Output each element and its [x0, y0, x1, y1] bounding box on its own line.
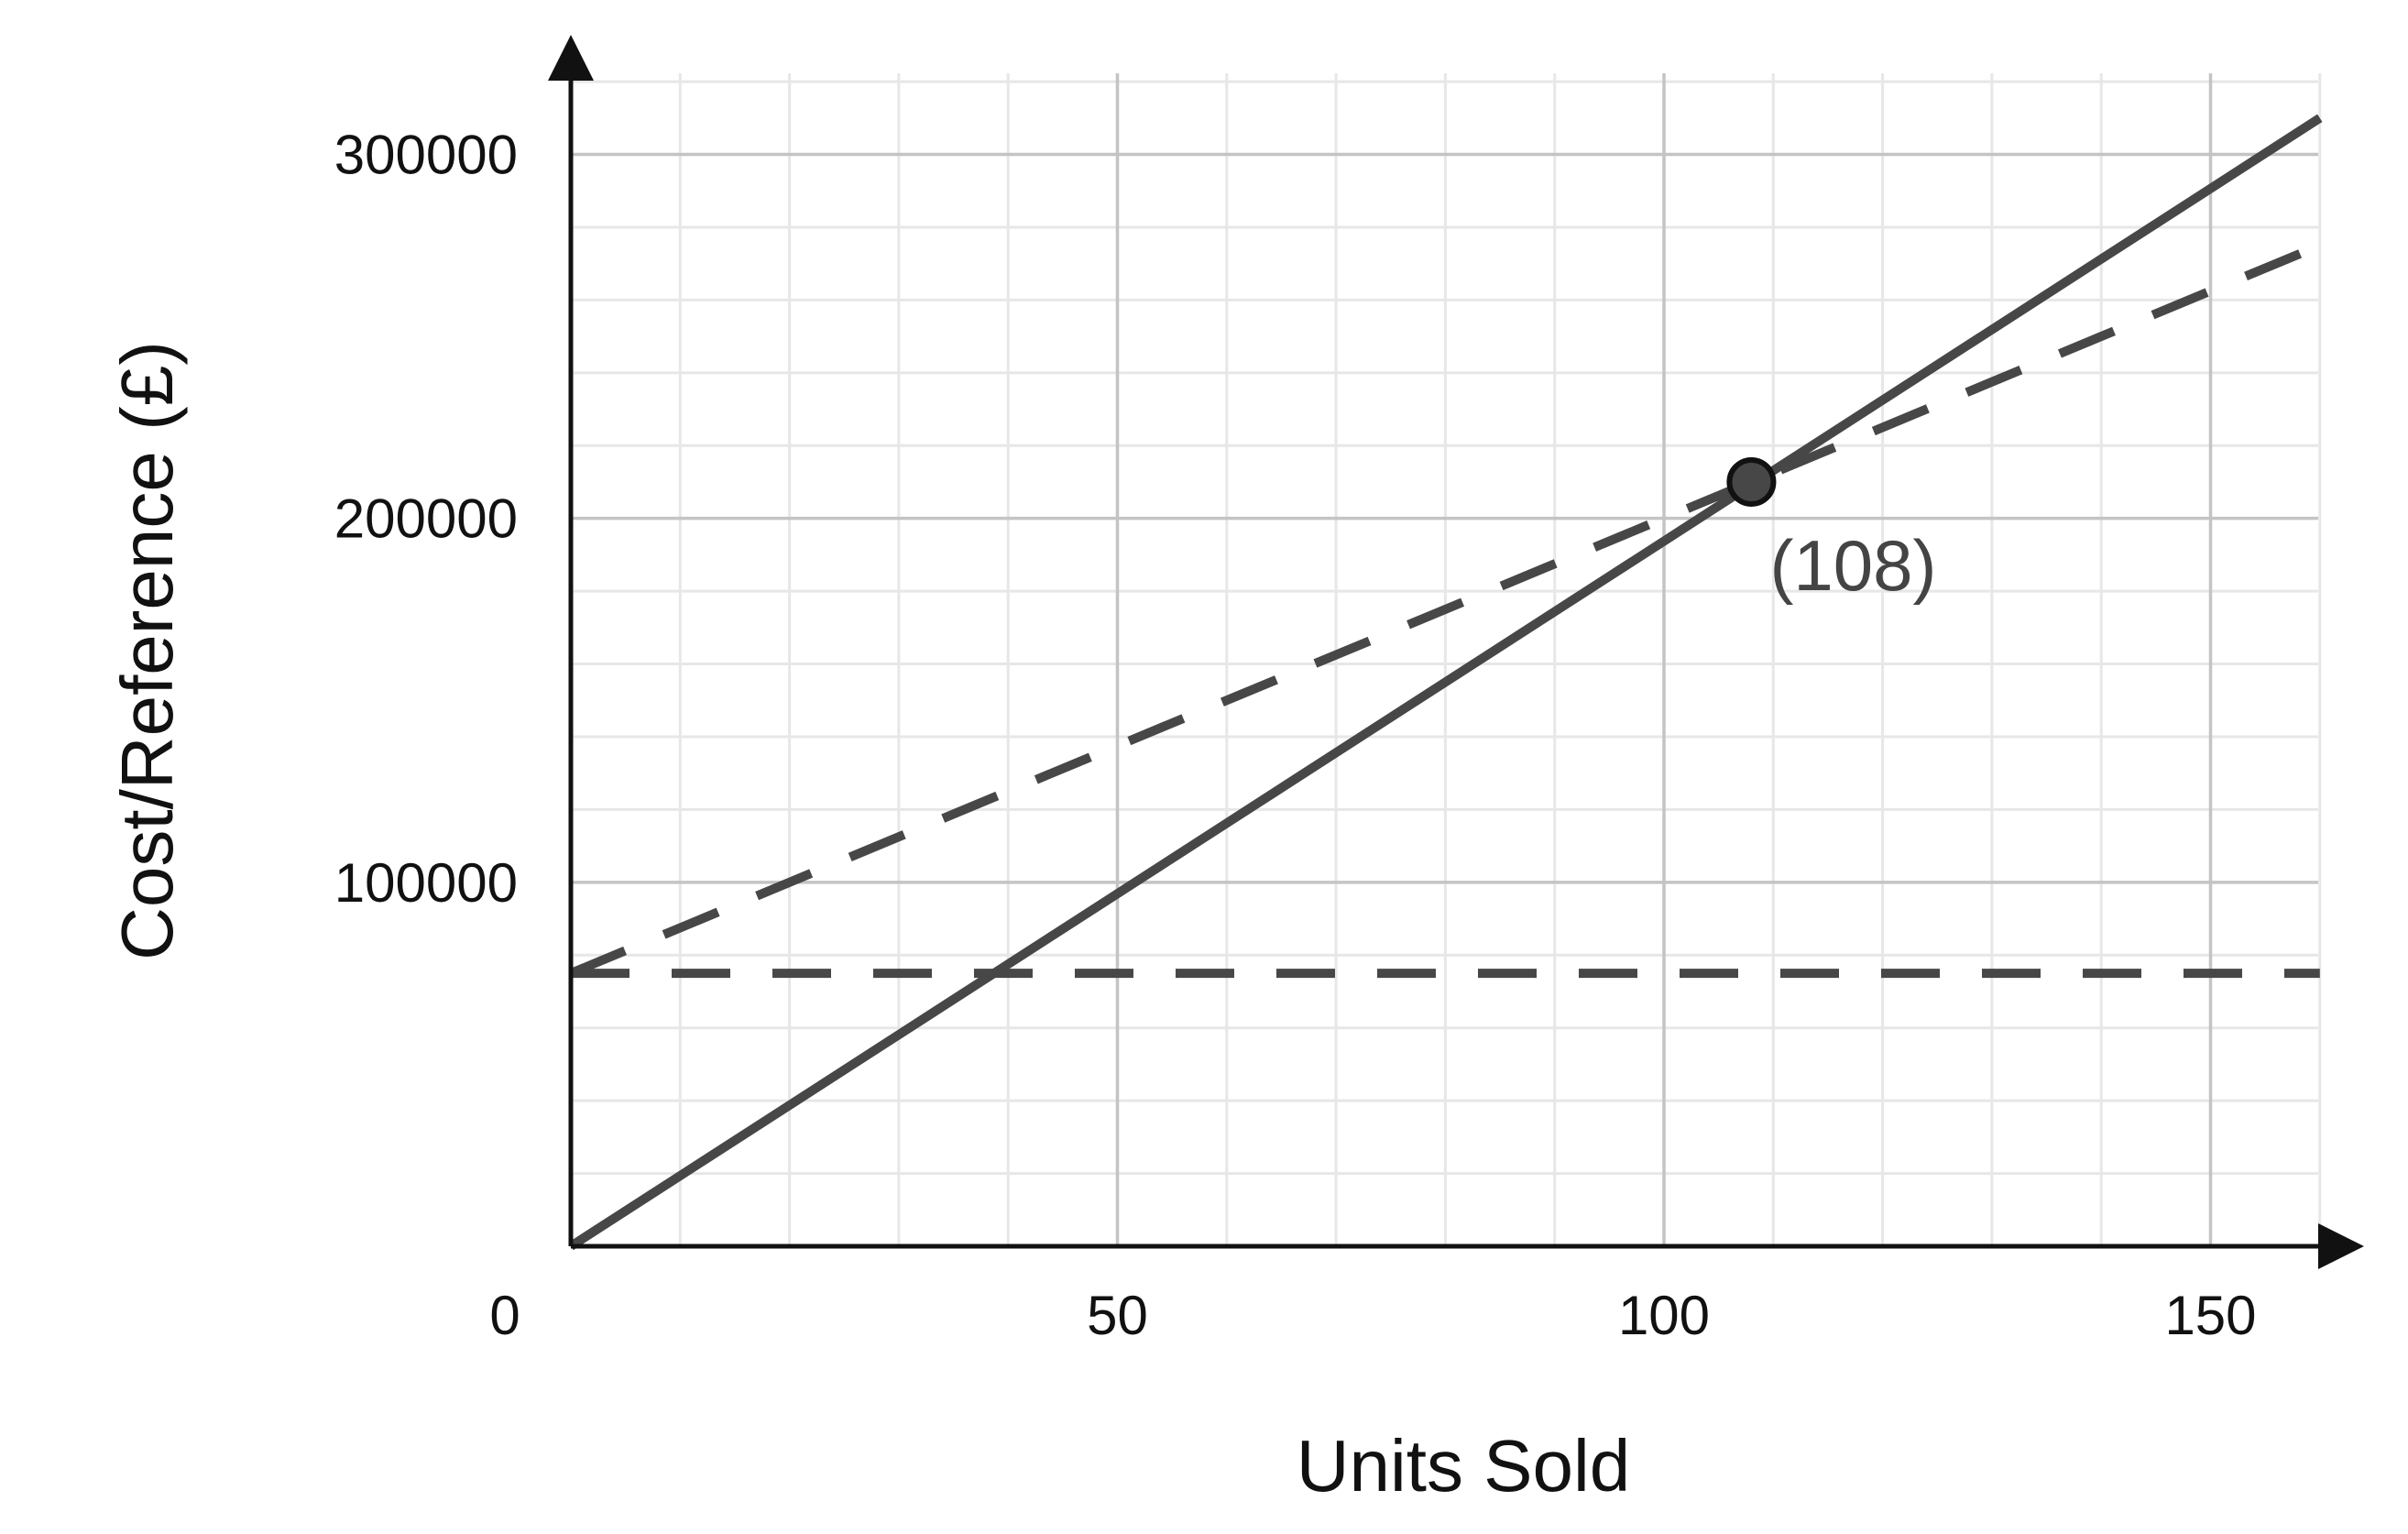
- y-axis-arrow-icon: [548, 35, 594, 81]
- tick-labels: 0 50 100 150 100000 200000 300000: [334, 125, 2257, 1346]
- x-tick-label: 50: [1087, 1285, 1148, 1346]
- x-tick-label: 100: [1618, 1285, 1710, 1346]
- major-grid: [571, 73, 2318, 1246]
- series-layer: [568, 114, 2323, 1251]
- series-line-2: [569, 241, 2322, 978]
- intersection-label: (108): [1769, 525, 1936, 606]
- annotations: (108): [1726, 456, 1937, 606]
- series-line-1: [568, 114, 2323, 1251]
- y-tick-label: 200000: [334, 488, 518, 550]
- x-axis-arrow-icon: [2318, 1223, 2364, 1269]
- x-tick-label: 0: [489, 1285, 520, 1346]
- minor-grid: [571, 73, 2322, 1246]
- y-axis-title: Cost/Reference (£): [106, 341, 188, 960]
- y-tick-label: 300000: [334, 125, 518, 186]
- axes: [548, 35, 2364, 1269]
- x-tick-label: 150: [2164, 1285, 2256, 1346]
- y-tick-label: 100000: [334, 852, 518, 914]
- x-axis-title: Units Sold: [1297, 1425, 1631, 1507]
- intersection-point: [1726, 456, 1777, 507]
